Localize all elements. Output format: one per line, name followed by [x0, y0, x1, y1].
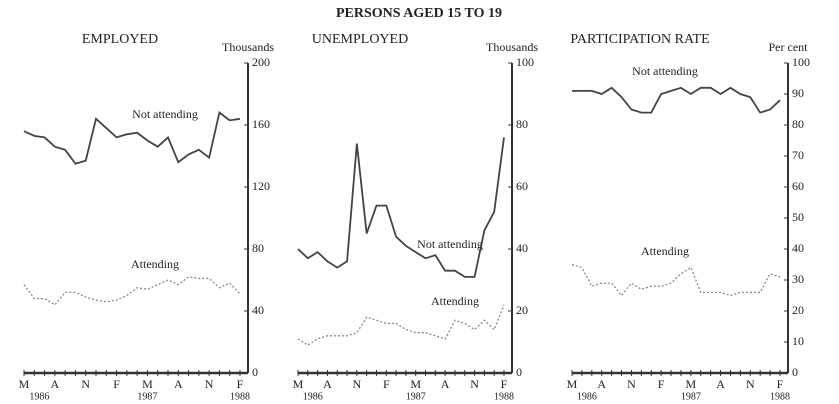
series-label: Not attending [632, 64, 698, 78]
year-label: 1988 [230, 391, 250, 402]
year-label: 1988 [770, 391, 790, 402]
year-label: 1986 [577, 391, 597, 402]
y-axis-label: Thousands [486, 40, 538, 54]
x-tick-label: F [501, 377, 508, 391]
year-label: 1987 [681, 391, 701, 402]
y-tick-label: 160 [252, 117, 270, 131]
x-tick-label: N [627, 377, 636, 391]
x-tick-label: A [441, 377, 450, 391]
x-tick-label: N [81, 377, 90, 391]
x-tick-label: F [383, 377, 390, 391]
year-label: 1986 [303, 391, 323, 402]
y-tick-label: 80 [516, 117, 528, 131]
x-tick-label: N [470, 377, 479, 391]
year-label: 1986 [29, 391, 49, 402]
x-tick-label: N [205, 377, 214, 391]
year-label: 1987 [137, 391, 157, 402]
y-tick-label: 200 [252, 55, 270, 69]
y-tick-label: 30 [792, 272, 804, 286]
panel-title: PARTICIPATION RATE [570, 32, 709, 47]
y-axis-label: Thousands [222, 40, 274, 54]
x-tick-label: N [353, 377, 362, 391]
y-tick-label: 40 [792, 241, 804, 255]
x-tick-label: M [19, 377, 30, 391]
y-tick-label: 80 [252, 241, 264, 255]
y-tick-label: 70 [792, 148, 804, 162]
y-axis-label: Per cent [769, 40, 809, 54]
x-tick-label: A [174, 377, 183, 391]
x-tick-label: M [293, 377, 304, 391]
series-line [23, 111, 241, 165]
series-label: Attending [131, 257, 179, 271]
series-line [297, 137, 505, 278]
y-tick-label: 20 [792, 303, 804, 317]
x-tick-label: A [323, 377, 332, 391]
x-tick-label: F [113, 377, 120, 391]
y-tick-label: 0 [516, 365, 522, 379]
y-tick-label: 60 [516, 179, 528, 193]
year-label: 1988 [494, 391, 514, 402]
y-tick-label: 80 [792, 117, 804, 131]
x-tick-label: A [716, 377, 725, 391]
y-tick-label: 0 [252, 365, 258, 379]
series-line [297, 304, 505, 346]
y-tick-label: 60 [792, 179, 804, 193]
y-tick-label: 100 [516, 55, 534, 69]
x-tick-label: A [51, 377, 60, 391]
main-title: PERSONS AGED 15 TO 19 [336, 6, 502, 21]
y-tick-label: 40 [252, 303, 264, 317]
series-line [572, 86, 781, 114]
series-line [571, 263, 781, 297]
y-tick-label: 90 [792, 86, 804, 100]
series-label: Not attending [417, 237, 483, 251]
y-tick-label: 0 [792, 365, 798, 379]
x-tick-label: M [410, 377, 421, 391]
x-tick-label: F [237, 377, 244, 391]
panel-title: UNEMPLOYED [312, 32, 408, 47]
y-tick-label: 50 [792, 210, 804, 224]
y-tick-label: 120 [252, 179, 270, 193]
x-tick-label: N [746, 377, 755, 391]
y-tick-label: 40 [516, 241, 528, 255]
series-label: Attending [431, 294, 479, 308]
series-line [23, 276, 241, 306]
x-tick-label: F [658, 377, 665, 391]
x-tick-label: F [777, 377, 784, 391]
x-tick-label: M [142, 377, 153, 391]
y-tick-label: 20 [516, 303, 528, 317]
x-tick-label: M [686, 377, 697, 391]
series-label: Not attending [132, 107, 198, 121]
x-tick-label: A [597, 377, 606, 391]
y-tick-label: 100 [792, 55, 810, 69]
panel-title: EMPLOYED [82, 32, 158, 47]
series-label: Attending [641, 244, 689, 258]
y-tick-label: 10 [792, 334, 804, 348]
x-tick-label: M [567, 377, 578, 391]
year-label: 1987 [406, 391, 426, 402]
